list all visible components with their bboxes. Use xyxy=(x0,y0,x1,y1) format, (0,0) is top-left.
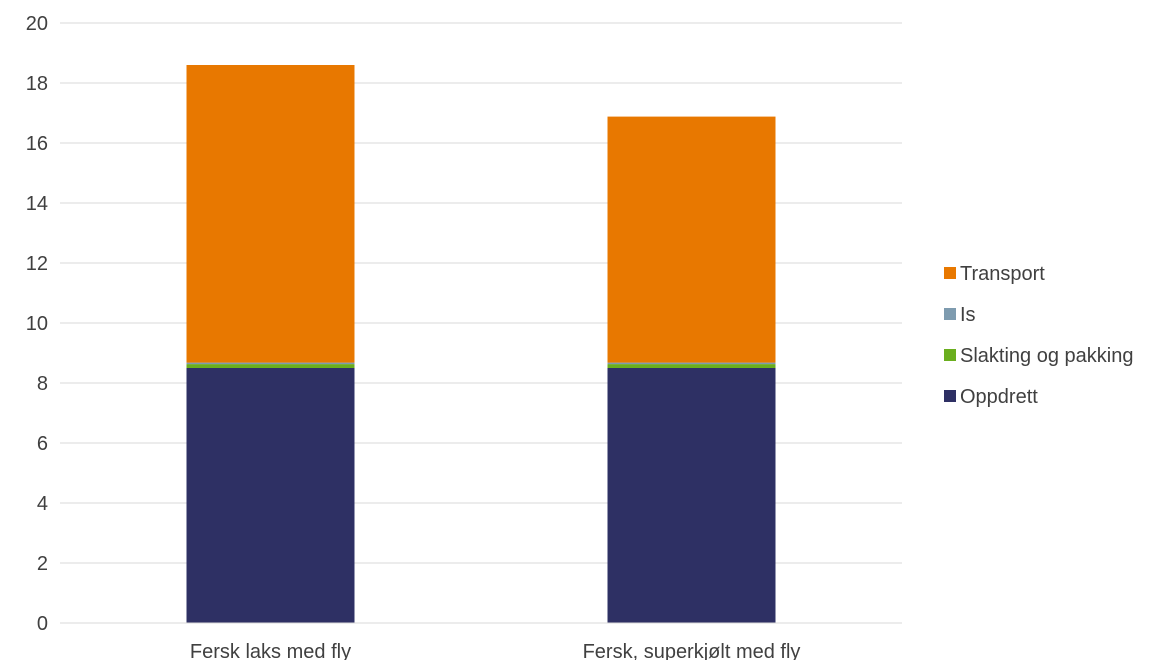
legend-item: Transport xyxy=(944,263,1045,285)
x-category-label: Fersk, superkjølt med fly xyxy=(583,641,801,660)
y-tick-label: 0 xyxy=(37,613,48,635)
legend-item: Is xyxy=(944,304,976,326)
legend-swatch xyxy=(944,390,956,402)
y-tick-label: 12 xyxy=(26,253,48,275)
legend-swatch xyxy=(944,349,956,361)
y-tick-label: 2 xyxy=(37,553,48,575)
x-category-label: Fersk laks med fly xyxy=(190,641,351,660)
bars xyxy=(186,65,776,623)
legend-swatch xyxy=(944,308,956,320)
y-tick-label: 16 xyxy=(26,133,48,155)
bar-segment xyxy=(607,362,776,365)
gridlines xyxy=(60,22,902,564)
y-tick-label: 20 xyxy=(26,13,48,35)
bar-segment xyxy=(607,368,776,623)
y-tick-label: 6 xyxy=(37,433,48,455)
legend-item: Slakting og pakking xyxy=(944,345,1133,367)
bar-segment xyxy=(186,364,355,368)
bar-segment xyxy=(186,368,355,623)
legend-label: Is xyxy=(960,304,976,326)
y-tick-label: 14 xyxy=(26,193,48,215)
legend-swatch xyxy=(944,267,956,279)
legend: Transport Is Slakting og pakking Oppdrett xyxy=(944,263,1133,408)
y-tick-label: 8 xyxy=(37,373,48,395)
x-axis: Fersk laks med fly Fersk, superkjølt med … xyxy=(60,622,902,660)
bar-segment xyxy=(186,65,355,363)
legend-label: Oppdrett xyxy=(960,386,1038,408)
y-tick-label: 10 xyxy=(26,313,48,335)
legend-label: Slakting og pakking xyxy=(960,345,1133,367)
legend-label: Transport xyxy=(960,263,1045,285)
legend-item: Oppdrett xyxy=(944,386,1038,408)
bar-segment xyxy=(186,362,355,365)
y-axis-ticks: 0 2 4 6 8 10 12 14 16 18 20 xyxy=(26,13,48,635)
bar-segment xyxy=(607,116,776,363)
y-tick-label: 18 xyxy=(26,73,48,95)
bar-segment xyxy=(607,364,776,368)
y-tick-label: 4 xyxy=(37,493,48,515)
